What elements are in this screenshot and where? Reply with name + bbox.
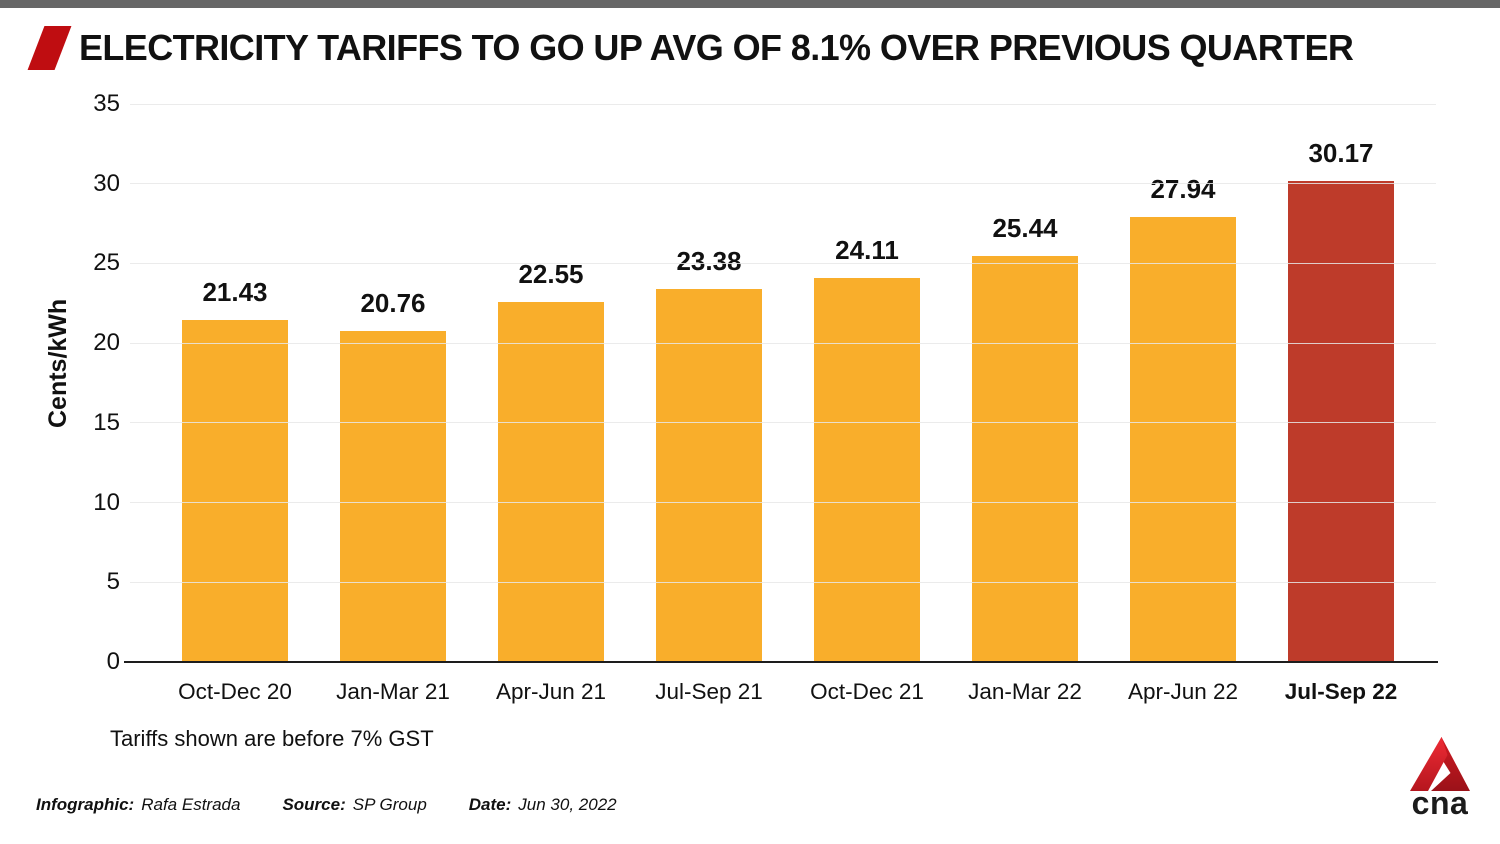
bar-value-label: 23.38 xyxy=(676,246,742,276)
gridline xyxy=(130,581,1436,583)
bar-group: 23.38 Jul-Sep 21 xyxy=(655,104,763,704)
gridline xyxy=(130,342,1436,344)
x-tick-label: Jul-Sep 21 xyxy=(655,679,763,704)
gridline xyxy=(130,262,1436,264)
bar xyxy=(814,278,920,662)
bar-group: 21.43 Oct-Dec 20 xyxy=(178,104,292,704)
x-tick-label: Apr-Jun 22 xyxy=(1127,679,1239,704)
bars-container: 21.43 Oct-Dec 20 20.76 Jan-Mar 21 22.55 Apr-J… xyxy=(178,104,1398,704)
y-axis-ticks: 0 5 10 15 20 25 30 35 xyxy=(0,90,120,675)
credit-source-value: SP Group xyxy=(352,795,427,814)
bar-value-label: 21.43 xyxy=(202,277,268,307)
y-tick-label: 5 xyxy=(106,568,120,596)
page-title: ELECTRICITY TARIFFS TO GO UP AVG OF 8.1%… xyxy=(79,27,1354,68)
bar-value-label: 20.76 xyxy=(360,288,426,318)
y-tick-label: 30 xyxy=(93,169,120,197)
credit-infographic: Infographic: Rafa Estrada xyxy=(36,795,240,815)
gridline xyxy=(130,103,1436,105)
bar-value-label: 25.44 xyxy=(992,213,1058,243)
bar-value-label: 30.17 xyxy=(1308,138,1374,168)
plot-area: 21.43 Oct-Dec 20 20.76 Jan-Mar 21 22.55 Apr-J… xyxy=(124,103,1438,704)
credit-infographic-label: Infographic: xyxy=(36,795,135,814)
x-tick-label: Jan-Mar 21 xyxy=(336,679,450,704)
bar xyxy=(340,331,446,662)
x-tick-label: Oct-Dec 20 xyxy=(178,679,292,704)
chart-footnote: Tariffs shown are before 7% GST xyxy=(110,726,434,751)
y-tick-label: 20 xyxy=(93,329,120,357)
bar-group: 27.94 Apr-Jun 22 xyxy=(1128,104,1238,704)
top-strip xyxy=(0,0,1500,8)
bar xyxy=(498,302,604,662)
bar-group: 22.55 Apr-Jun 21 xyxy=(496,104,606,704)
credit-source-label: Source: xyxy=(282,795,346,814)
header: ELECTRICITY TARIFFS TO GO UP AVG OF 8.1%… xyxy=(27,26,1354,70)
x-tick-label: Jan-Mar 22 xyxy=(968,679,1082,704)
credit-source: Source: SP Group xyxy=(282,795,426,815)
bar xyxy=(972,256,1078,662)
gridline xyxy=(130,183,1436,185)
bar-group: 25.44 Jan-Mar 22 xyxy=(968,104,1082,704)
bar-value-label: 24.11 xyxy=(835,235,899,265)
x-axis-line xyxy=(124,661,1438,663)
credit-date: Date: Jun 30, 2022 xyxy=(469,795,617,815)
title-accent-mark-icon xyxy=(27,26,72,70)
x-tick-label: Jul-Sep 22 xyxy=(1284,679,1398,704)
y-tick-label: 15 xyxy=(93,408,120,436)
gridline xyxy=(130,502,1436,504)
x-tick-label: Apr-Jun 21 xyxy=(495,679,607,704)
gridline xyxy=(130,422,1436,424)
bar-group: 24.11 Oct-Dec 21 xyxy=(810,104,924,704)
y-tick-label: 25 xyxy=(93,249,120,277)
bar xyxy=(182,320,288,662)
bar-value-label: 22.55 xyxy=(518,259,584,289)
cna-logo: cna xyxy=(1397,735,1483,819)
credits: Infographic: Rafa Estrada Source: SP Gro… xyxy=(36,795,617,815)
y-tick-label: 35 xyxy=(93,90,120,117)
credit-date-value: Jun 30, 2022 xyxy=(518,795,617,814)
cna-logo-text: cna xyxy=(1411,785,1469,821)
x-tick-label: Oct-Dec 21 xyxy=(810,679,924,704)
bar xyxy=(1130,217,1236,662)
bar xyxy=(656,289,762,662)
y-tick-label: 0 xyxy=(106,648,120,675)
credit-date-label: Date: xyxy=(468,795,512,814)
bar-group: 20.76 Jan-Mar 21 xyxy=(336,104,450,704)
credit-infographic-value: Rafa Estrada xyxy=(141,795,241,814)
bar-value-label: 27.94 xyxy=(1150,174,1216,204)
cna-logo-mark-icon xyxy=(1410,737,1470,791)
bar-group: 30.17 Jul-Sep 22 xyxy=(1285,104,1398,704)
y-tick-label: 10 xyxy=(93,488,120,516)
